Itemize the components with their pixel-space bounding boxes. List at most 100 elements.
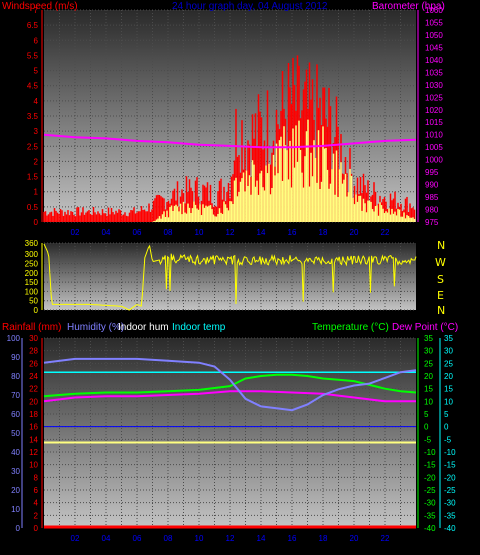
windspeed-tick-label: 3.5 bbox=[27, 112, 39, 121]
rainfall-tick-label: 24 bbox=[29, 372, 38, 381]
windspeed-tick-label: 1.5 bbox=[27, 173, 39, 182]
x-tick-label: 10 bbox=[195, 534, 204, 543]
barometer-tick-label: 1035 bbox=[425, 68, 443, 77]
x-tick-label: 12 bbox=[226, 228, 235, 237]
barometer-tick-label: 1020 bbox=[425, 106, 443, 115]
rainfall-tick-label: 16 bbox=[29, 423, 38, 432]
windspeed-axis-label: Windspeed (m/s) bbox=[2, 1, 78, 12]
barometer-tick-label: 1050 bbox=[425, 31, 443, 40]
rainfall-axis-label: Rainfall (mm) bbox=[2, 322, 61, 333]
windspeed-tick-label: 1 bbox=[34, 188, 39, 197]
humidity-tick-label: 70 bbox=[11, 391, 20, 400]
barometer-tick-label: 1005 bbox=[425, 143, 443, 152]
temperature-tick-label: -30 bbox=[424, 499, 436, 508]
temperature-tick-label: 10 bbox=[424, 397, 433, 406]
x-tick-label: 02 bbox=[71, 534, 80, 543]
compass-label-w: W bbox=[435, 256, 446, 269]
wind-series bbox=[152, 119, 416, 222]
temperature-tick-label: -35 bbox=[424, 511, 436, 520]
temperature-tick-label-secondary: 30 bbox=[444, 347, 453, 356]
windspeed-tick-label: 0 bbox=[34, 218, 39, 227]
barometer-tick-label: 1040 bbox=[425, 56, 443, 65]
windspeed-tick-label: 5 bbox=[34, 67, 39, 76]
barometer-tick-label: 975 bbox=[425, 218, 439, 227]
direction-tick-label: 150 bbox=[25, 278, 39, 287]
windspeed-tick-label: 5.5 bbox=[27, 51, 39, 60]
humidity-tick-label: 60 bbox=[11, 410, 20, 419]
humidity-tick-label: 40 bbox=[11, 448, 20, 457]
temperature-tick-label-secondary: -35 bbox=[444, 511, 456, 520]
temperature-tick-label: 35 bbox=[424, 334, 433, 343]
windspeed-tick-label: 7 bbox=[34, 6, 39, 15]
x-tick-label: 04 bbox=[102, 534, 111, 543]
temperature-tick-label-secondary: 25 bbox=[444, 359, 453, 368]
x-tick-label: 22 bbox=[381, 534, 390, 543]
windspeed-tick-label: 6.5 bbox=[27, 21, 39, 30]
x-tick-label: 02 bbox=[71, 228, 80, 237]
humidity-axis-label: Humidity (%) bbox=[67, 322, 124, 333]
direction-tick-label: 300 bbox=[25, 250, 39, 259]
compass-label-n-top: N bbox=[437, 239, 445, 252]
temperature-tick-label: -5 bbox=[424, 435, 432, 444]
temperature-tick-label-secondary: -30 bbox=[444, 499, 456, 508]
humidity-line bbox=[43, 357, 417, 412]
rainfall-tick-label: 2 bbox=[34, 511, 39, 520]
indoor-temp-label: Indoor temp bbox=[172, 322, 226, 333]
temperature-tick-label: -10 bbox=[424, 448, 436, 457]
windspeed-tick-label: 4 bbox=[34, 97, 39, 106]
x-tick-label: 20 bbox=[350, 534, 359, 543]
barometer-tick-label: 1055 bbox=[425, 18, 443, 27]
temperature-tick-label: -20 bbox=[424, 473, 436, 482]
rainfall-tick-label: 18 bbox=[29, 410, 38, 419]
x-tick-label: 22 bbox=[381, 228, 390, 237]
barometer-tick-label: 980 bbox=[425, 206, 439, 215]
rainfall-tick-label: 6 bbox=[34, 486, 39, 495]
humidity-tick-label: 50 bbox=[11, 429, 20, 438]
windspeed-tick-label: 4.5 bbox=[27, 82, 39, 91]
temperature-tick-label-secondary: -25 bbox=[444, 486, 456, 495]
temperature-tick-label-secondary: 0 bbox=[444, 423, 449, 432]
temperature-tick-label-secondary: 20 bbox=[444, 372, 453, 381]
temperature-tick-label-secondary: 10 bbox=[444, 397, 453, 406]
windspeed-tick-label: 2 bbox=[34, 157, 39, 166]
windspeed-tick-label: 3 bbox=[34, 127, 39, 136]
x-tick-label: 14 bbox=[257, 228, 266, 237]
humidity-tick-label: 10 bbox=[11, 505, 20, 514]
temperature-tick-label-secondary: -5 bbox=[444, 435, 452, 444]
x-tick-label: 18 bbox=[319, 228, 328, 237]
temperature-tick-label-secondary: 5 bbox=[444, 410, 449, 419]
barometer-tick-label: 985 bbox=[425, 193, 439, 202]
x-tick-label: 20 bbox=[350, 228, 359, 237]
temperature-line bbox=[43, 373, 417, 398]
windspeed-tick-label: 6 bbox=[34, 36, 39, 45]
humidity-tick-label: 20 bbox=[11, 486, 20, 495]
temperature-tick-label: -15 bbox=[424, 461, 436, 470]
humidity-tick-label: 90 bbox=[11, 353, 20, 362]
rainfall-tick-label: 22 bbox=[29, 385, 38, 394]
compass-label-s: S bbox=[437, 273, 444, 286]
temperature-tick-label: -25 bbox=[424, 486, 436, 495]
rainfall-tick-label: 10 bbox=[29, 461, 38, 470]
x-tick-label: 08 bbox=[164, 534, 173, 543]
x-tick-label: 06 bbox=[133, 228, 142, 237]
chart-title: 24 hour graph day, 04 August 2012 bbox=[172, 1, 328, 12]
temperature-tick-label-secondary: -40 bbox=[444, 524, 456, 533]
barometer-tick-label: 1030 bbox=[425, 81, 443, 90]
compass-label-e: E bbox=[437, 289, 444, 302]
windspeed-tick-label: 0.5 bbox=[27, 203, 39, 212]
rainfall-tick-label: 14 bbox=[29, 435, 38, 444]
rainfall-tick-label: 4 bbox=[34, 499, 39, 508]
temperature-tick-label-secondary: 15 bbox=[444, 385, 453, 394]
temperature-tick-label: 30 bbox=[424, 347, 433, 356]
rainfall-tick-label: 20 bbox=[29, 397, 38, 406]
temperature-tick-label: 25 bbox=[424, 359, 433, 368]
humidity-tick-label: 0 bbox=[16, 524, 21, 533]
rainfall-tick-label: 30 bbox=[29, 334, 38, 343]
barometer-tick-label: 1060 bbox=[425, 6, 443, 15]
barometer-tick-label: 1010 bbox=[425, 131, 443, 140]
rainfall-tick-label: 28 bbox=[29, 347, 38, 356]
x-tick-label: 12 bbox=[226, 534, 235, 543]
x-tick-label: 16 bbox=[288, 228, 297, 237]
